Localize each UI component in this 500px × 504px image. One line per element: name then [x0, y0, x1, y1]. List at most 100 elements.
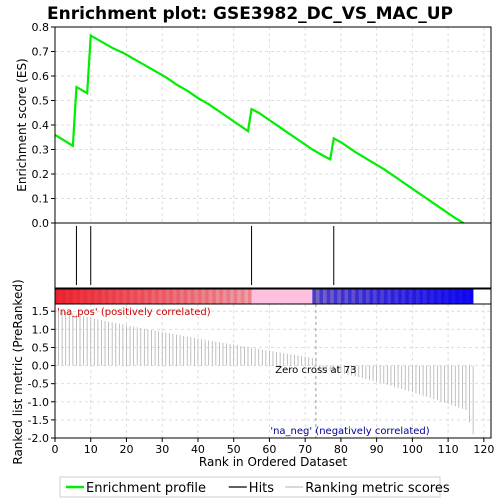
legend-label: Hits: [249, 481, 274, 496]
bar-pos-stripe: [122, 289, 127, 304]
bar-pos-stripe: [97, 289, 102, 304]
bar-pos-stripe: [233, 289, 238, 304]
bar-neg-stripe: [362, 289, 367, 304]
bar-neg-stripe: [444, 289, 449, 304]
metric-tick-label-y: 1.0: [32, 323, 50, 336]
metric-tick-label-x: 120: [473, 443, 494, 456]
metric-panel: -2.0 -1.5 -1.0 -0.5 0.0 0.5 1.0 1.5 0 10 20 30 40 50 6…: [28, 303, 494, 456]
bar-neg-stripe: [448, 289, 452, 304]
bar-pos-stripe: [80, 289, 84, 304]
bar-pos-stripe: [180, 289, 184, 304]
y-axis-label-top: Enrichment score (ES): [15, 58, 29, 191]
metric-tick-label-y: -2.0: [28, 432, 49, 445]
bar-neg-stripe: [426, 289, 431, 304]
bar-neg-stripe: [373, 289, 377, 304]
metric-tick-label-x: 90: [370, 443, 384, 456]
bar-pos-stripe: [172, 289, 177, 304]
bar-neg-stripe: [408, 289, 413, 304]
bar-pos-stripe: [222, 289, 227, 304]
bar-pos-stripe: [187, 289, 192, 304]
bar-neg-stripe: [348, 289, 352, 304]
bar-pos-stripe: [76, 289, 81, 304]
es-panel: 0.0 0.1 0.2 0.3 0.4 0.5 0.6 0.7 0.8: [32, 21, 492, 230]
bar-neg-stripe: [323, 289, 327, 304]
bar-pos-stripe: [69, 289, 74, 304]
bar-pos-stripe: [58, 289, 63, 304]
metric-tick-label-x: 110: [438, 443, 459, 456]
bar-neg-stripe: [398, 289, 402, 304]
bar-pos-stripe: [72, 289, 77, 304]
bar-neg-stripe: [383, 289, 388, 304]
bar-neg-stripe: [376, 289, 381, 304]
bar-pos-stripe: [90, 289, 95, 304]
metric-tick-label-y: -1.5: [28, 414, 49, 427]
bar-pos-stripe: [133, 289, 138, 304]
legend: Enrichment profile Hits Ranking metric sco…: [59, 476, 450, 498]
es-tick-label-y: 0.2: [32, 168, 50, 181]
metric-tick-label-x: 80: [334, 443, 348, 456]
ranked-color-bar: [54, 288, 492, 305]
bar-pos-stripe: [194, 289, 199, 304]
es-tick-label-y: 0.3: [32, 144, 50, 157]
bar-neg-stripe: [358, 289, 363, 304]
metric-tick-label-x: 100: [402, 443, 423, 456]
bar-pos-stripe: [83, 289, 88, 304]
es-tick-label-y: 0.6: [32, 70, 50, 83]
metric-tick-label-x: 10: [84, 443, 98, 456]
bar-pos-stripe: [62, 289, 67, 304]
bar-pos-stripe: [140, 289, 145, 304]
metric-frame: [54, 303, 492, 439]
legend-label: Enrichment profile: [86, 481, 206, 496]
metric-tick-label-x: 30: [155, 443, 169, 456]
bar-pos-stripe: [208, 289, 213, 304]
bar-neg-stripe: [333, 289, 338, 304]
bar-neg-stripe: [455, 289, 460, 304]
bar-pos-stripe: [55, 289, 59, 304]
bar-pos-stripe: [176, 289, 181, 304]
bar-pos-stripe: [115, 289, 120, 304]
bar-pos-stripe: [219, 289, 224, 304]
bar-pos-stripe: [144, 289, 149, 304]
bar-pos-stripe: [105, 289, 109, 304]
bar-neg-stripe: [355, 289, 360, 304]
metric-tick-label-x: 50: [227, 443, 241, 456]
es-line: [54, 33, 474, 229]
bar-neg-stripe: [430, 289, 435, 304]
bar-mid: [251, 289, 313, 304]
bar-neg-stripe: [337, 289, 342, 304]
bar-neg-stripe: [365, 289, 370, 304]
bar-pos-stripe: [190, 289, 195, 304]
metric-tick-label-y: 0.0: [32, 360, 50, 373]
es-tick-label-y: 0.7: [32, 46, 50, 59]
metric-tick-label-y: -1.0: [28, 396, 49, 409]
bar-neg-stripe: [326, 289, 331, 304]
bar-pos-stripe: [212, 289, 217, 304]
bar-neg-stripe: [451, 289, 456, 304]
bar-neg-stripe: [440, 289, 445, 304]
x-axis-label: Rank in Ordered Dataset: [199, 455, 347, 469]
bar-neg-stripe: [312, 289, 317, 304]
bar-pos-stripe: [183, 289, 188, 304]
bar-pos-stripe: [147, 289, 152, 304]
y-axis-label-bottom: Ranked list metric (PreRanked): [11, 279, 25, 464]
bar-neg-stripe: [415, 289, 420, 304]
bar-neg-stripe: [419, 289, 424, 304]
bar-pos-stripe: [230, 289, 234, 304]
bar-pos-stripe: [94, 289, 99, 304]
bar-pos-stripe: [215, 289, 220, 304]
bar-pos-stripe: [240, 289, 245, 304]
neg-correlated-label: 'na_neg' (negatively correlated): [270, 426, 429, 437]
bar-neg-stripe: [351, 289, 356, 304]
bar-pos-stripe: [226, 289, 231, 304]
legend-label: Ranking metric scores: [305, 481, 450, 496]
bar-pos-stripe: [197, 289, 202, 304]
bar-pos-stripe: [205, 289, 209, 304]
metric-tick-label-x: 60: [262, 443, 276, 456]
bar-neg-stripe: [319, 289, 324, 304]
metric-tick-label-y: -0.5: [28, 378, 49, 391]
hits-frame: [54, 222, 492, 289]
bar-neg-stripe: [405, 289, 410, 304]
es-tick-label-y: 0.1: [32, 193, 50, 206]
bar-pos-stripe: [101, 289, 106, 304]
bar-neg-stripe: [437, 289, 442, 304]
